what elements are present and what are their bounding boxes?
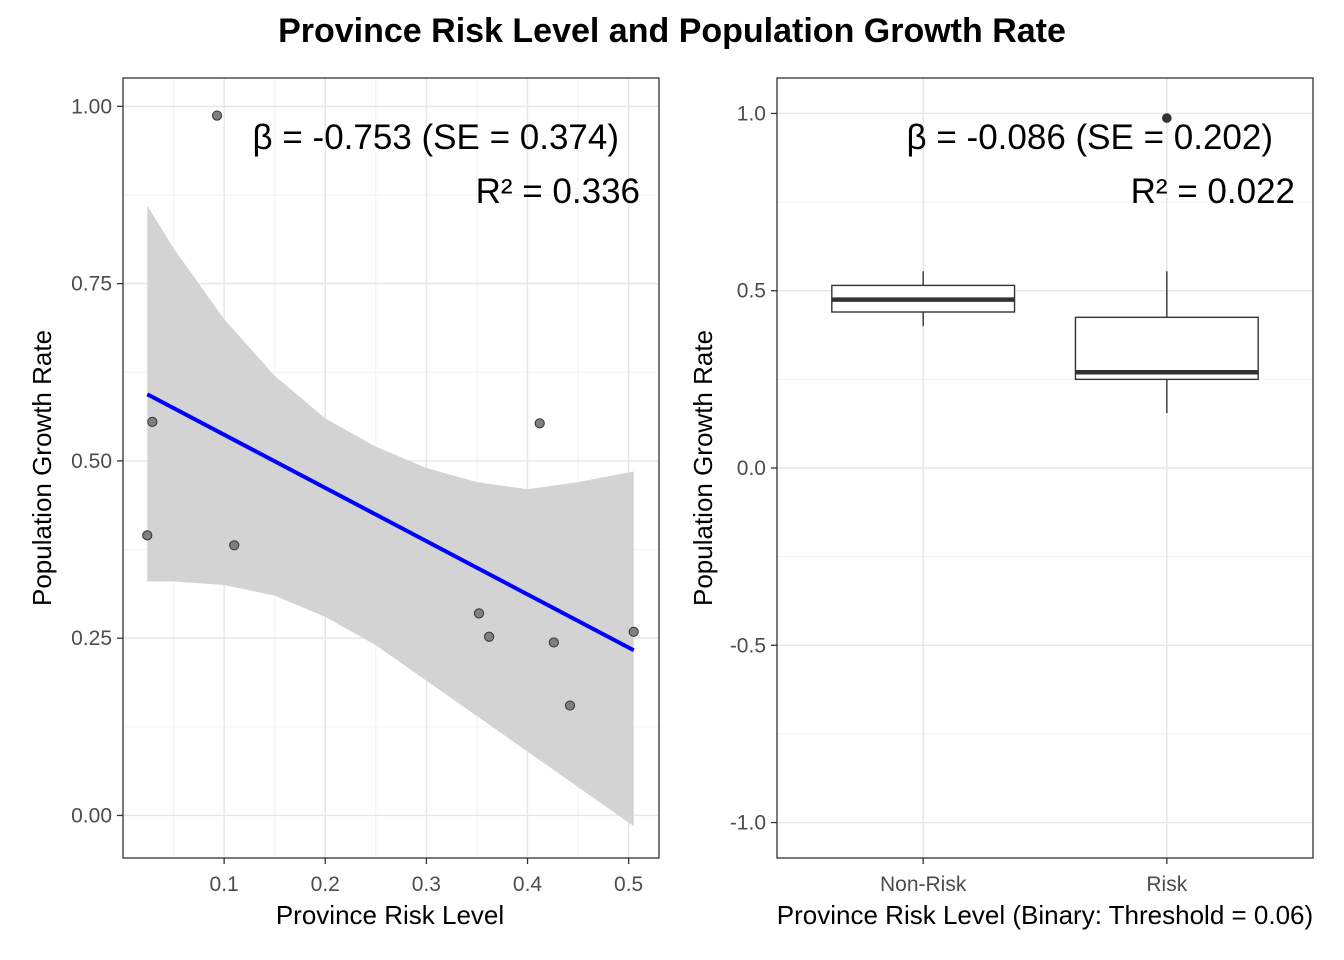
scatter-point: [548, 637, 559, 648]
scatter-x-ticks: 0.1 0.2 0.3 0.4 0.5: [210, 858, 643, 896]
y-tick-label: 0.25: [71, 627, 112, 650]
y-tick-label: 0.75: [71, 273, 112, 296]
scatter-x-axis-title: Province Risk Level: [276, 900, 504, 930]
y-tick-label: 0.50: [71, 450, 112, 473]
box-non-risk: [831, 271, 1016, 327]
y-tick-label: 1.00: [71, 95, 112, 118]
scatter-points: [142, 110, 639, 711]
boxplot-x-ticks: Non-Risk Risk: [880, 858, 1188, 896]
boxplot-x-axis-title: Province Risk Level (Binary: Threshold =…: [777, 900, 1313, 930]
x-tick-label: Risk: [1146, 873, 1187, 896]
x-tick-label: 0.4: [513, 873, 543, 896]
scatter-point: [229, 540, 240, 551]
interquartile-box: [1074, 316, 1259, 381]
scatter-point: [473, 608, 485, 619]
scatter-point: [534, 418, 545, 429]
x-tick-label: Non-Risk: [880, 873, 967, 896]
x-tick-label: 0.5: [614, 873, 643, 896]
x-tick-label: 0.1: [210, 873, 239, 896]
box-risk: [1074, 113, 1259, 414]
scatter-y-axis-title: Population Growth Rate: [27, 330, 57, 606]
boxplot-y-axis-title: Population Growth Rate: [688, 330, 718, 606]
scatter-point: [147, 416, 158, 428]
confidence-band: [147, 205, 634, 827]
figure-title: Province Risk Level and Population Growt…: [278, 12, 1066, 50]
y-tick-label: 1.0: [737, 102, 766, 125]
boxplot-boxes: [831, 113, 1259, 414]
x-tick-label: 0.3: [412, 873, 441, 896]
boxplot-gridlines: [777, 78, 1313, 858]
y-tick-label: -0.5: [730, 634, 766, 657]
regression-line: [146, 392, 635, 653]
y-tick-label: 0.00: [71, 804, 112, 827]
y-tick-label: 0.0: [737, 457, 766, 480]
boxplot-y-ticks: -1.0 -0.5 0.0 0.5 1.0: [730, 102, 777, 835]
scatter-point: [564, 700, 576, 711]
boxplot-r2-annotation: R² = 0.022: [1131, 172, 1295, 211]
y-tick-label: -1.0: [730, 812, 766, 835]
scatter-panel: 0.00 0.25 0.50 0.75 1.00 0.1 0.2 0.3 0.4 0.5 β =…: [27, 77, 660, 930]
scatter-y-ticks: 0.00 0.25 0.50 0.75 1.00: [71, 95, 123, 827]
scatter-beta-annotation: β = -0.753 (SE = 0.374): [253, 118, 619, 157]
x-tick-label: 0.2: [311, 873, 340, 896]
scatter-point: [483, 631, 495, 642]
y-tick-label: 0.5: [737, 280, 766, 303]
scatter-point: [142, 530, 153, 541]
outlier-point: [1162, 113, 1172, 123]
scatter-point: [211, 110, 223, 121]
boxplot-panel: -1.0 -0.5 0.0 0.5 1.0 Non-Risk Risk β = -0.08…: [688, 77, 1314, 930]
scatter-r2-annotation: R² = 0.336: [476, 172, 640, 211]
boxplot-beta-annotation: β = -0.086 (SE = 0.202): [907, 118, 1273, 157]
scatter-point: [628, 626, 639, 637]
scatter-panel-border: [122, 77, 660, 859]
